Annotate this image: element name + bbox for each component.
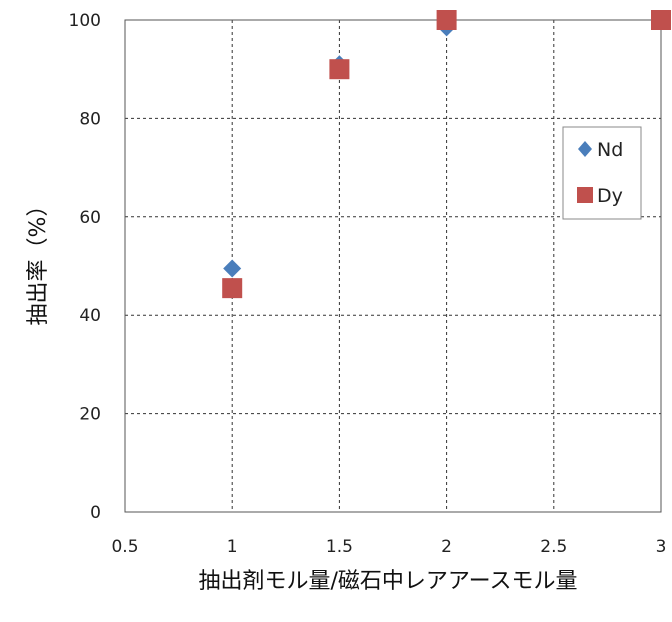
x-tick-label: 2 [441, 537, 452, 557]
x-tick-label: 1.5 [326, 537, 353, 557]
x-tick-label: 3 [656, 537, 667, 557]
legend-dy-label: Dy [597, 185, 623, 207]
x-tick-label: 1 [227, 537, 238, 557]
legend-nd-label: Nd [597, 139, 623, 161]
y-tick-label: 100 [69, 11, 101, 31]
y-tick-label: 0 [90, 503, 101, 523]
y-tick-label: 60 [79, 208, 101, 228]
data-point-dy [222, 278, 243, 299]
y-tick-label: 20 [79, 405, 101, 425]
y-tick-label: 80 [79, 109, 101, 129]
data-point-dy [329, 59, 350, 80]
y-tick-label: 40 [79, 306, 101, 326]
legend-nd-marker [578, 141, 592, 157]
legend: Nd Dy [562, 126, 642, 220]
y-axis-title: 抽出率（%） [26, 195, 51, 326]
x-axis-title: 抽出剤モル量/磁石中レアアースモル量 [199, 569, 578, 594]
x-axis-ticks: 0.5 1 1.5 2 2.5 3 [111, 537, 666, 557]
y-axis-ticks: 0 20 40 60 80 100 [69, 11, 101, 523]
legend-dy-marker [577, 187, 593, 203]
data-point-nd [223, 259, 242, 278]
data-point-dy [436, 10, 457, 30]
x-tick-label: 0.5 [111, 537, 138, 557]
legend-box [562, 126, 642, 220]
grid [125, 20, 661, 512]
x-tick-label: 2.5 [540, 537, 567, 557]
series-markers [222, 10, 671, 299]
plot-area-frame [124, 19, 662, 513]
data-point-dy [651, 10, 671, 30]
